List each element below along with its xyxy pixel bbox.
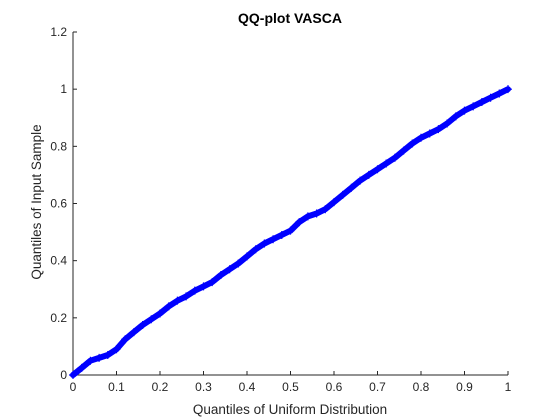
data-point <box>434 125 443 134</box>
data-point <box>504 85 512 94</box>
data-points <box>69 85 512 379</box>
y-tick-label: 0.6 <box>50 197 67 211</box>
y-tick-label: 0.2 <box>50 311 67 325</box>
data-point <box>277 230 286 239</box>
data-point <box>251 245 260 254</box>
data-point <box>312 209 321 218</box>
y-tick-label: 0.4 <box>50 254 67 268</box>
y-axis-label: Quantiles of Input Sample <box>29 124 44 279</box>
x-tick-label: 0 <box>70 380 77 394</box>
data-point <box>425 129 434 138</box>
data-point <box>156 309 164 318</box>
data-point <box>269 235 278 244</box>
x-tick-label: 0.6 <box>326 380 343 394</box>
x-tick-label: 0.4 <box>239 380 256 394</box>
data-point <box>390 153 399 162</box>
data-point <box>321 205 330 214</box>
data-point <box>164 302 173 311</box>
data-point <box>77 363 86 372</box>
data-point <box>112 345 121 354</box>
data-point <box>121 335 130 344</box>
data-point <box>477 98 486 107</box>
x-axis-label: Quantiles of Uniform Distribution <box>193 402 387 417</box>
y-tick-label: 1.2 <box>50 25 67 39</box>
y-tick-label: 0.8 <box>50 139 67 153</box>
data-point <box>199 282 208 291</box>
data-point <box>208 278 217 287</box>
data-point <box>373 165 382 174</box>
data-point <box>460 106 469 115</box>
data-point <box>286 226 295 235</box>
data-point <box>443 119 452 128</box>
x-tick-label: 1 <box>505 380 512 394</box>
data-point <box>234 259 243 268</box>
plot-axes <box>72 32 508 376</box>
data-point <box>95 353 104 362</box>
data-point <box>182 292 191 301</box>
x-tick-label: 0.8 <box>413 380 430 394</box>
data-point <box>129 328 138 337</box>
x-tick-label: 0.7 <box>369 380 386 394</box>
data-point <box>243 252 251 261</box>
data-point <box>190 286 199 295</box>
data-point <box>469 102 478 111</box>
x-tick-label: 0.9 <box>456 380 473 394</box>
x-tick-label: 0.2 <box>152 380 169 394</box>
data-point <box>408 139 417 148</box>
y-tick-label: 1 <box>60 82 67 96</box>
data-point <box>399 146 408 155</box>
data-point <box>417 133 425 142</box>
data-point <box>138 320 147 329</box>
chart-title: QQ-plot VASCA <box>238 10 342 26</box>
y-tick-label: 0 <box>60 368 67 382</box>
x-tick-label: 0.1 <box>108 380 125 394</box>
data-point <box>347 183 356 192</box>
data-point <box>382 159 391 168</box>
axis-ticks: 0 0.1 0.2 0.3 0.4 0.5 0.6 0.7 0.8 0.9 1 0 0.2 0.4 0.6 0… <box>50 25 511 394</box>
data-point <box>295 218 304 227</box>
data-point <box>147 315 156 324</box>
data-point <box>69 371 77 379</box>
data-point <box>260 239 269 248</box>
data-point <box>356 176 365 185</box>
data-point <box>495 89 504 98</box>
data-point <box>103 350 112 359</box>
data-point <box>330 198 338 207</box>
data-point <box>86 356 95 365</box>
x-tick-label: 0.5 <box>282 380 299 394</box>
data-point <box>364 170 373 179</box>
data-point <box>451 112 460 121</box>
data-point <box>173 296 182 305</box>
data-point <box>225 265 234 274</box>
data-point <box>338 190 347 199</box>
data-point <box>303 212 312 221</box>
x-tick-label: 0.3 <box>195 380 212 394</box>
data-point <box>216 270 225 279</box>
data-point <box>486 93 495 102</box>
